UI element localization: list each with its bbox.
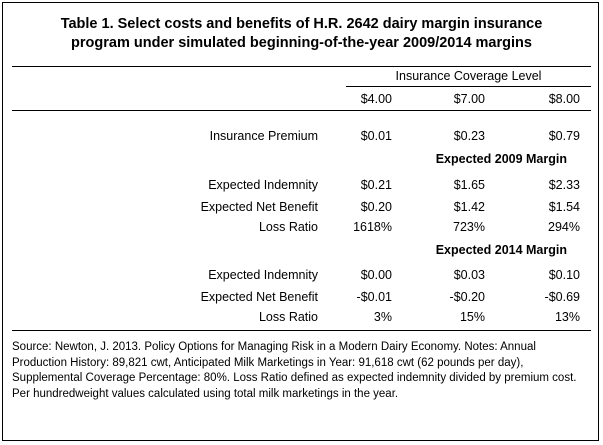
table-frame — [2, 2, 599, 441]
premium-value-4: $0.01 — [360, 129, 392, 143]
column-header-4: $4.00 — [360, 92, 392, 106]
cell: $2.33 — [548, 178, 580, 192]
row-label-indemnity-2014: Expected Indemnity — [208, 268, 318, 282]
row-label-net-benefit-2009: Expected Net Benefit — [200, 200, 318, 214]
section-heading-2014: Expected 2014 Margin — [435, 243, 567, 257]
table-bottom-rule — [12, 330, 591, 331]
cell: 3% — [373, 310, 392, 324]
cell: 15% — [459, 310, 485, 324]
cell: $1.42 — [453, 200, 485, 214]
top-rule — [12, 66, 591, 67]
column-header-7: $7.00 — [453, 92, 485, 106]
premium-value-7: $0.23 — [453, 129, 485, 143]
cell: 1618% — [353, 220, 392, 234]
row-label-net-benefit-2014: Expected Net Benefit — [200, 290, 318, 304]
cell: $0.20 — [360, 200, 392, 214]
cell: $1.65 — [453, 178, 485, 192]
row-label-loss-ratio-2014: Loss Ratio — [258, 310, 318, 324]
cell: 723% — [453, 220, 485, 234]
cell: -$0.69 — [544, 290, 580, 304]
row-label-indemnity-2009: Expected Indemnity — [208, 178, 318, 192]
coverage-level-header: Insurance Coverage Level — [395, 69, 542, 83]
cell: $0.00 — [360, 268, 392, 282]
source-note: Source: Newton, J. 2013. Policy Options … — [12, 341, 577, 400]
cell: $0.10 — [548, 268, 580, 282]
title-line-1: Table 1. Select costs and benefits of H.… — [60, 16, 543, 32]
header-bottom-rule — [12, 110, 591, 111]
cell: $0.03 — [453, 268, 485, 282]
row-label-loss-ratio-2009: Loss Ratio — [258, 220, 318, 234]
premium-value-8: $0.79 — [548, 129, 580, 143]
cell: 294% — [548, 220, 580, 234]
cell: $1.54 — [548, 200, 580, 214]
column-header-8: $8.00 — [548, 92, 580, 106]
row-label-premium: Insurance Premium — [209, 129, 318, 143]
cell: -$0.01 — [356, 290, 392, 304]
title-line-2: program under simulated beginning-of-the… — [71, 35, 532, 51]
cell: $0.21 — [360, 178, 392, 192]
cell: 13% — [554, 310, 580, 324]
coverage-header-rule — [346, 86, 591, 87]
cell: -$0.20 — [449, 290, 485, 304]
section-heading-2009: Expected 2009 Margin — [435, 152, 567, 166]
table-title: Table 1. Select costs and benefits of H.… — [0, 15, 603, 53]
